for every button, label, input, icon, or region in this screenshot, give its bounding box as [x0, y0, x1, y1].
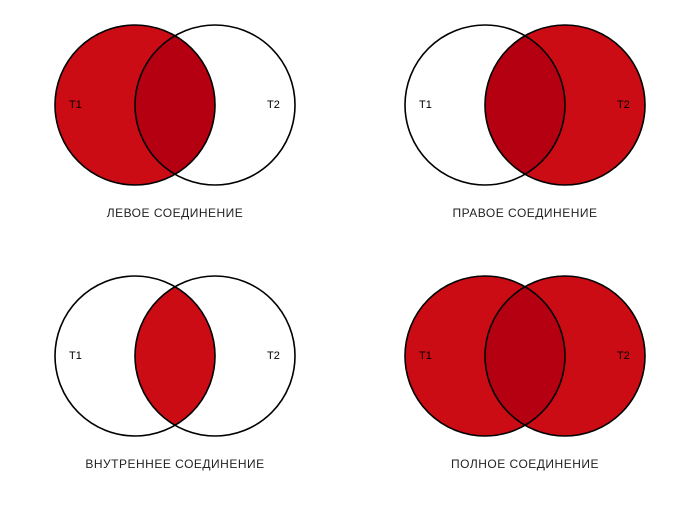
- venn-full-join: T1 T2: [385, 261, 665, 451]
- caption-full-join: ПОЛНОЕ СОЕДИНЕНИЕ: [451, 457, 599, 471]
- right-label: T2: [617, 99, 630, 111]
- venn-svg: T1 T2: [35, 261, 315, 451]
- diagram-grid: T1 T2 ЛЕВОЕ СОЕДИНЕНИЕ T1 T2 ПРАВОЕ СОЕДИН…: [0, 0, 700, 522]
- right-label: T2: [267, 99, 280, 111]
- right-label: T2: [617, 350, 630, 362]
- left-label: T1: [69, 350, 82, 362]
- caption-left-join: ЛЕВОЕ СОЕДИНЕНИЕ: [107, 206, 244, 220]
- cell-right-join: T1 T2 ПРАВОЕ СОЕДИНЕНИЕ: [370, 10, 680, 251]
- right-label: T2: [267, 350, 280, 362]
- cell-full-join: T1 T2 ПОЛНОЕ СОЕДИНЕНИЕ: [370, 261, 680, 502]
- cell-inner-join: T1 T2 ВНУТРЕННЕЕ СОЕДИНЕНИЕ: [20, 261, 330, 502]
- venn-right-join: T1 T2: [385, 10, 665, 200]
- left-label: T1: [69, 99, 82, 111]
- venn-svg: T1 T2: [385, 10, 665, 200]
- left-label: T1: [419, 350, 432, 362]
- page: T1 T2 ЛЕВОЕ СОЕДИНЕНИЕ T1 T2 ПРАВОЕ СОЕДИН…: [0, 0, 700, 522]
- cell-left-join: T1 T2 ЛЕВОЕ СОЕДИНЕНИЕ: [20, 10, 330, 251]
- venn-left-join: T1 T2: [35, 10, 315, 200]
- venn-svg: T1 T2: [35, 10, 315, 200]
- caption-inner-join: ВНУТРЕННЕЕ СОЕДИНЕНИЕ: [85, 457, 264, 471]
- venn-svg: T1 T2: [385, 261, 665, 451]
- left-label: T1: [419, 99, 432, 111]
- venn-inner-join: T1 T2: [35, 261, 315, 451]
- caption-right-join: ПРАВОЕ СОЕДИНЕНИЕ: [452, 206, 597, 220]
